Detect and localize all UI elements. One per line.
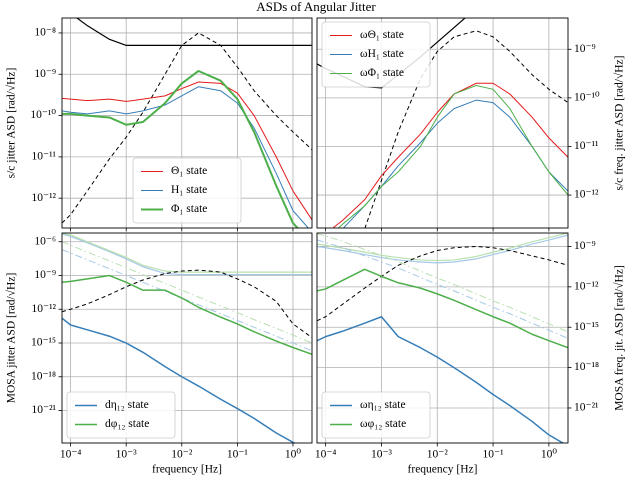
- series-line: [62, 274, 312, 355]
- x-tick-label: 10⁻⁴: [315, 449, 337, 461]
- y-tick-label: 10⁻¹⁰: [30, 109, 56, 121]
- y-axis-label: s/c freq. jitter ASD [rad/√Hz]: [613, 55, 626, 190]
- y-tick-label: 10⁻²¹: [574, 402, 599, 414]
- x-tick-label: 10⁰: [541, 449, 558, 461]
- legend-box: [321, 391, 431, 439]
- series-line: [317, 268, 568, 349]
- y-tick-label: 10⁻¹¹: [32, 151, 57, 163]
- series-line: [62, 32, 312, 224]
- series-line: [62, 81, 312, 221]
- legend: Θ₁ state H₁ state Φ₁ state: [132, 157, 242, 224]
- y-axis-label: MOSA jitter ASD [rad/√Hz]: [5, 273, 18, 404]
- series-line: [62, 317, 296, 443]
- legend-label: H₁ state: [171, 184, 207, 196]
- legend-label: Φ₁ state: [171, 203, 207, 215]
- y-tick-label: 10⁻⁸: [34, 27, 56, 39]
- series-group: [62, 233, 312, 443]
- series-line: [62, 241, 312, 344]
- legend-label: Θ₁ state: [171, 165, 207, 177]
- series-line: [337, 84, 568, 228]
- series-line: [317, 315, 565, 443]
- y-tick-label: 10⁻⁹: [574, 240, 596, 252]
- y-tick-label: 10⁻⁶: [34, 235, 56, 247]
- y-tick-label: 10⁻¹²: [32, 192, 57, 204]
- plot-frame: [316, 232, 569, 444]
- y-tick-label: 10⁻¹⁵: [31, 337, 56, 349]
- series-line: [317, 239, 568, 339]
- series-line: [62, 249, 312, 352]
- series-line: [317, 245, 568, 322]
- series-line: [342, 99, 568, 228]
- y-tick-label: 10⁻²¹: [32, 404, 57, 416]
- series-line: [364, 30, 568, 228]
- legend: ωΘ₁ state ωH₁ state ωΦ₁ state: [321, 21, 431, 88]
- panel: 10⁻¹² 10⁻¹¹ 10⁻¹⁰ 10⁻⁹ 10⁻⁸ Θ₁ state H₁ state Φ…: [5, 17, 313, 232]
- y-axis-label: s/c jitter ASD [rad/√Hz]: [5, 68, 18, 179]
- x-tick-label: 10⁻⁴: [60, 449, 82, 461]
- x-axis-label: frequency [Hz]: [408, 464, 478, 476]
- y-tick-label: 10⁻¹²: [574, 280, 599, 292]
- series-line: [317, 233, 568, 262]
- series-group: [62, 18, 312, 228]
- plot-frame: [61, 17, 313, 229]
- plot-frame: [316, 17, 569, 229]
- legend: dη₁₂ state dφ₁₂ state: [66, 391, 176, 439]
- series-line: [62, 233, 312, 273]
- x-tick-label: 10⁻²: [427, 449, 449, 461]
- y-tick-label: 10⁻¹¹: [574, 140, 599, 152]
- series-line: [317, 233, 568, 333]
- y-tick-label: 10⁻¹²: [32, 303, 57, 315]
- legend-label: ωη₁₂ state: [360, 399, 406, 411]
- x-tick-label: 10⁰: [285, 449, 302, 461]
- legend-label: ωφ₁₂ state: [360, 418, 406, 430]
- y-tick-label: 10⁻¹⁰: [574, 92, 600, 104]
- series-group: [317, 233, 568, 443]
- y-tick-label: 10⁻¹²: [574, 189, 599, 201]
- y-tick-label: 10⁻¹⁸: [31, 370, 56, 382]
- x-tick-label: 10⁻¹: [227, 449, 249, 461]
- y-tick-label: 10⁻⁹: [34, 269, 56, 281]
- x-tick-label: 10⁻³: [371, 449, 393, 461]
- y-tick-label: 10⁻⁹: [34, 68, 56, 80]
- series-line: [317, 234, 568, 264]
- panel: 10⁻⁴ 10⁻³ 10⁻² 10⁻¹ 10⁰ 10⁻²¹ 10⁻¹⁸ 10⁻¹⁵ 10⁻¹² 1…: [315, 232, 626, 476]
- x-axis-label: frequency [Hz]: [152, 464, 222, 476]
- series-line: [62, 69, 299, 228]
- x-tick-label: 10⁻¹: [483, 449, 505, 461]
- y-tick-label: 10⁻¹⁸: [574, 361, 599, 373]
- legend-box: [66, 391, 176, 439]
- legend-box: [132, 157, 242, 224]
- y-axis-label: MOSA freq. jit. ASD [rad/√Hz]: [613, 265, 626, 411]
- legend-box: [321, 21, 431, 88]
- figure-title: ASDs of Angular Jitter: [256, 0, 376, 14]
- legend-label: dη₁₂ state: [105, 399, 149, 411]
- x-tick-label: 10⁻³: [116, 449, 138, 461]
- series-line: [332, 82, 568, 228]
- plot-frame: [61, 232, 313, 444]
- series-line: [76, 18, 312, 46]
- series-line: [62, 233, 312, 276]
- panel: 10⁻⁴ 10⁻³ 10⁻² 10⁻¹ 10⁰ 10⁻²¹ 10⁻¹⁸ 10⁻¹⁵ 10⁻¹² 1…: [5, 232, 313, 476]
- series-line: [62, 86, 309, 228]
- panel: 10⁻¹² 10⁻¹¹ 10⁻¹⁰ 10⁻⁹ ωΘ₁ state ωH₁ state ωΦ₁…: [316, 17, 626, 232]
- legend-label: ωΦ₁ state: [360, 67, 404, 79]
- y-tick-label: 10⁻⁹: [574, 43, 596, 55]
- x-tick-label: 10⁻²: [171, 449, 193, 461]
- legend: ωη₁₂ state ωφ₁₂ state: [321, 391, 431, 439]
- series-line: [62, 269, 312, 339]
- legend-label: dφ₁₂ state: [105, 418, 149, 430]
- legend-label: ωΘ₁ state: [360, 29, 404, 41]
- y-tick-label: 10⁻¹⁵: [574, 321, 599, 333]
- legend-label: ωH₁ state: [360, 48, 404, 60]
